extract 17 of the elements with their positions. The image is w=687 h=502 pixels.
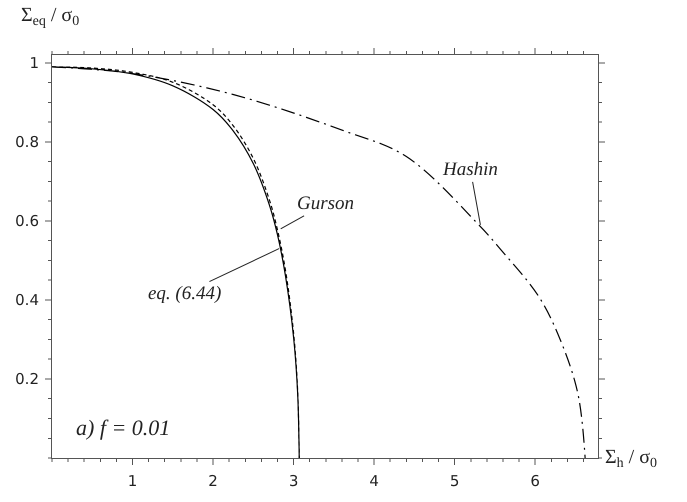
x-tick-label: 1	[128, 472, 138, 490]
x-axis-title: Σ$_{h}$ / σ$_{0}$	[605, 446, 657, 472]
x-tick-label: 5	[450, 472, 460, 490]
x-tick-label: 2	[208, 472, 218, 490]
x-tick-label: 4	[369, 472, 379, 490]
y-tick-label: 0.2	[15, 370, 39, 388]
annotation: a) f = 0.01	[76, 415, 170, 440]
y-tick-label: 0.8	[15, 133, 39, 152]
y-axis-title: Σ$_{eq}$ / σ$_{0}$	[21, 4, 80, 30]
y-tick-label: 0.4	[15, 291, 39, 310]
y-tick-label: 1	[29, 54, 39, 72]
annotation: Hashin	[442, 159, 498, 180]
annotation: eq. (6.44)	[148, 283, 222, 304]
y-tick-label: 0.6	[15, 212, 39, 230]
x-tick-label: 3	[288, 472, 298, 490]
x-tick-label: 6	[530, 472, 540, 490]
annotation: Gurson	[297, 193, 354, 214]
